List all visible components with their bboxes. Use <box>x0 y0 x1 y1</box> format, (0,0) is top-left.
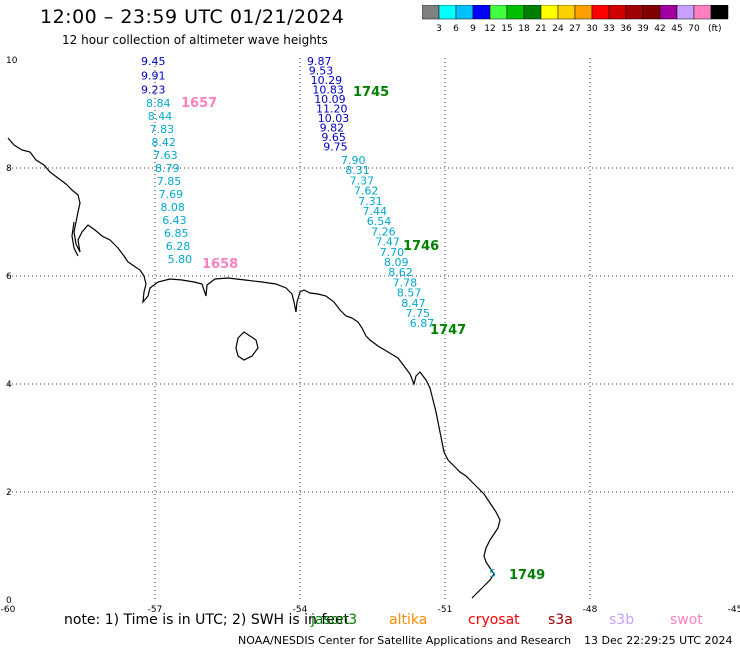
wave-height-value: 6.28 <box>166 240 191 253</box>
legend-label: 36 <box>620 24 632 34</box>
wave-height-value: 6.85 <box>164 227 189 240</box>
wave-height-value: 7.83 <box>150 123 175 136</box>
wave-height-value: 8.09 <box>384 256 409 269</box>
wave-height-value: 8.42 <box>151 136 176 149</box>
satellite-s3a: s3a <box>548 612 573 628</box>
river-inlet <box>71 221 79 257</box>
x-tick-label: -54 <box>293 605 308 615</box>
wave-height-value: 9.87 <box>307 55 332 68</box>
wave-height-value: 9.53 <box>309 65 334 78</box>
axis-labels: -60 -57 -54 -51 -48 -45 10 8 6 4 2 0 <box>1 56 740 615</box>
wave-height-value: 10.09 <box>314 93 346 106</box>
y-tick-label: 2 <box>6 488 12 498</box>
legend-label: 3 <box>436 24 442 34</box>
wave-height-value: 8.62 <box>388 266 413 279</box>
y-tick-label: 4 <box>6 380 12 390</box>
legend-label: 45 <box>671 24 682 34</box>
legend-label: 15 <box>501 24 512 34</box>
coastline <box>7 137 501 599</box>
pass-time-label: 1745 <box>353 85 389 100</box>
wave-height-value: 7.37 <box>350 174 375 187</box>
wave-height-value: 6.54 <box>367 215 392 228</box>
wave-height-value: 8.44 <box>148 110 173 123</box>
wave-height-value: 7.85 <box>157 175 182 188</box>
color-legend: 3 6 9 12 15 18 21 24 27 30 33 36 39 42 45 70 (ft) <box>422 5 729 34</box>
wave-height-value: 6.87 <box>410 317 435 330</box>
legend-label: 21 <box>535 24 546 34</box>
wave-height-value: 7.44 <box>363 205 388 218</box>
island <box>235 331 259 361</box>
wave-height-value: 7.69 <box>159 188 184 201</box>
satellite-jason3: jason3 <box>311 612 358 628</box>
satellite-cryosat: cryosat <box>468 612 520 628</box>
wave-height-value: 9.75 <box>323 141 348 154</box>
pass-time-label: 1657 <box>181 96 217 111</box>
pass-time-label: 1658 <box>202 257 238 272</box>
wave-height-value: 7.70 <box>380 246 405 259</box>
wave-height-value: 8.57 <box>397 287 422 300</box>
legend-label: 24 <box>552 24 564 34</box>
wave-height-value: 7.31 <box>358 195 383 208</box>
wave-height-value: 7.63 <box>153 149 178 162</box>
legend-label: 9 <box>470 24 476 34</box>
wave-height-value: 7.78 <box>393 276 418 289</box>
wave-height-value: 8.84 <box>146 97 171 110</box>
wave-height-value: 7.75 <box>406 307 431 320</box>
legend-unit: (ft) <box>708 24 722 34</box>
wave-height-value: 9.23 <box>141 84 166 97</box>
legend-label: 42 <box>654 24 665 34</box>
wave-height-value: 8.47 <box>401 297 426 310</box>
pass-time-label: 1747 <box>430 323 466 338</box>
wave-height-value: 7.47 <box>375 236 400 249</box>
x-tick-label: -51 <box>438 605 453 615</box>
map-subtitle: 12 hour collection of altimeter wave hei… <box>62 33 328 47</box>
satellite-altika: altika <box>389 612 428 628</box>
footer-credit: NOAA/NESDIS Center for Satellite Applica… <box>238 634 572 647</box>
y-tick-label: 0 <box>6 596 12 606</box>
wave-height-value: 9.91 <box>141 69 166 82</box>
footer-timestamp: 13 Dec 22:29:25 UTC 2024 <box>584 634 733 647</box>
satellite-swot: swot <box>670 612 703 628</box>
wave-height-value: 9.65 <box>321 131 346 144</box>
satellite-s3b: s3b <box>609 612 635 628</box>
wave-height-value: 7.90 <box>341 154 366 167</box>
legend-label: 12 <box>484 24 495 34</box>
legend-label: 6 <box>453 24 459 34</box>
legend-label: 70 <box>688 24 700 34</box>
x-tick-label: -57 <box>148 605 163 615</box>
wave-height-value: 5 <box>489 567 496 580</box>
wave-height-value: 8.79 <box>155 162 180 175</box>
wave-height-value: 7.62 <box>354 185 379 198</box>
map-title: 12:00 – 23:59 UTC 01/21/2024 <box>40 6 345 28</box>
wave-height-value: 10.29 <box>311 74 343 87</box>
legend-label: 18 <box>518 24 530 34</box>
x-tick-label: -45 <box>728 605 740 615</box>
legend-swatch <box>710 5 729 20</box>
wave-height-value: 8.08 <box>160 201 185 214</box>
wave-height-value: 10.83 <box>312 84 344 97</box>
wave-height-value: 6.43 <box>162 214 187 227</box>
x-tick-label: -60 <box>1 605 16 615</box>
pass-time-label: 1749 <box>509 568 545 583</box>
y-tick-label: 6 <box>6 272 12 282</box>
wave-height-value: 5.80 <box>168 253 193 266</box>
wave-height-value: 7.26 <box>371 225 396 238</box>
wave-height-value: 11.20 <box>316 103 348 116</box>
wave-height-value: 9.82 <box>320 122 345 135</box>
altimeter-tracks: 9.459.91 9.238.848.447.838.427.638.797.85… <box>141 55 545 583</box>
legend-label: 39 <box>637 24 649 34</box>
wave-height-value: 10.03 <box>318 112 350 125</box>
legend-label: 30 <box>586 24 598 34</box>
grid-lines <box>8 58 735 600</box>
wave-height-value: 9.45 <box>141 55 166 68</box>
y-tick-label: 8 <box>6 164 12 174</box>
note-text: note: 1) Time is in UTC; 2) SWH is in fe… <box>64 612 350 628</box>
legend-label: 33 <box>603 24 614 34</box>
x-tick-label: -48 <box>583 605 598 615</box>
legend-label: 27 <box>569 24 580 34</box>
pass-time-label: 1746 <box>403 239 439 254</box>
y-tick-label: 10 <box>6 56 18 66</box>
wave-height-value: 8.31 <box>345 164 370 177</box>
